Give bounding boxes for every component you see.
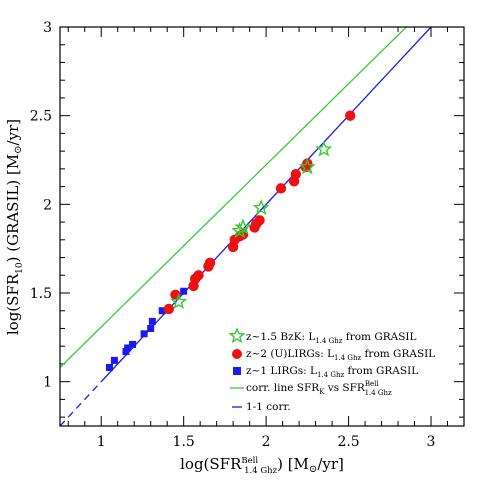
legend-item-ulirgs: z~2 (U)LIRGs: L1.4 Ghz from GRASIL bbox=[232, 348, 435, 362]
lirg-point bbox=[140, 330, 148, 338]
legend-label-ulirgs: z~2 (U)LIRGs: L1.4 Ghz from GRASIL bbox=[246, 348, 435, 362]
x-tick-label: 2.5 bbox=[337, 434, 359, 450]
x-tick-label: 1.5 bbox=[173, 434, 195, 450]
ulirg-point bbox=[275, 183, 287, 194]
ulirg-point bbox=[345, 110, 356, 121]
y-tick-label: 3 bbox=[43, 20, 52, 36]
lirg-point bbox=[124, 344, 132, 352]
legend: z~1.5 BzK: L1.4 Ghz from GRASIL z~2 (U)L… bbox=[228, 327, 435, 413]
lirg-point bbox=[180, 287, 188, 295]
plot-frame bbox=[59, 26, 465, 427]
ulirg-point bbox=[302, 158, 313, 169]
legend-circle-marker bbox=[232, 349, 242, 359]
corr-line bbox=[60, 27, 407, 368]
lirg-point bbox=[147, 324, 155, 332]
legend-item-bzk: z~1.5 BzK: L1.4 Ghz from GRASIL bbox=[228, 327, 417, 345]
ulirg-point bbox=[193, 270, 204, 281]
bzk-point bbox=[170, 292, 188, 310]
lirg-point bbox=[158, 307, 166, 315]
y-axis-label: log(SFR10) (GRASIL) [M⊙/yr] bbox=[4, 119, 25, 335]
legend-item-corr-line: corr. line SFRK vs SFRBell 1.4 Ghz bbox=[230, 380, 392, 397]
ulirg-point bbox=[163, 303, 175, 315]
legend-label-one-to-one: 1-1 corr. bbox=[246, 401, 291, 413]
one-to-one-dashed-line bbox=[60, 381, 102, 426]
lirg-point bbox=[148, 317, 156, 325]
bzk-point bbox=[315, 140, 333, 157]
x-tick-label: 1 bbox=[97, 434, 106, 450]
points-layer bbox=[105, 110, 356, 371]
lirg-point bbox=[122, 348, 130, 356]
y-tick-label: 1.5 bbox=[30, 286, 52, 302]
lirg-point bbox=[110, 356, 118, 364]
legend-star-marker bbox=[228, 327, 246, 344]
bzk-point bbox=[234, 218, 252, 235]
lirg-point bbox=[105, 363, 113, 371]
legend-square-marker bbox=[233, 367, 241, 375]
ulirg-point bbox=[204, 257, 216, 269]
lirg-point bbox=[129, 340, 137, 348]
tick-labels-layer: 1 1.5 2 2.5 3 1 1.5 2 2.5 3 bbox=[30, 20, 436, 450]
y-tick-label: 2.5 bbox=[30, 109, 52, 125]
legend-label-bzk: z~1.5 BzK: L1.4 Ghz from GRASIL bbox=[246, 331, 417, 345]
y-tick-label: 2 bbox=[43, 197, 52, 213]
x-tick-label: 2 bbox=[262, 434, 271, 450]
ulirg-point bbox=[290, 168, 302, 180]
lines-layer bbox=[60, 27, 432, 426]
legend-item-lirgs: z~1 LIRGs: L1.4 Ghz from GRASIL bbox=[233, 365, 418, 379]
bzk-point bbox=[298, 158, 316, 175]
legend-item-one-to-one: 1-1 corr. bbox=[232, 401, 291, 413]
x-axis-label: log(SFRBell 1.4 Ghz) [M⊙/yr] bbox=[180, 455, 344, 476]
y-tick-label: 1 bbox=[43, 375, 52, 391]
x-tick-label: 3 bbox=[427, 434, 436, 450]
bzk-point bbox=[252, 198, 270, 216]
legend-label-corr-line: corr. line SFRK vs SFRBell 1.4 Ghz bbox=[246, 380, 392, 397]
bzk-point bbox=[231, 221, 249, 239]
ulirg-point bbox=[254, 215, 265, 226]
one-to-one-line bbox=[100, 27, 432, 383]
legend-label-lirgs: z~1 LIRGs: L1.4 Ghz from GRASIL bbox=[246, 365, 418, 379]
